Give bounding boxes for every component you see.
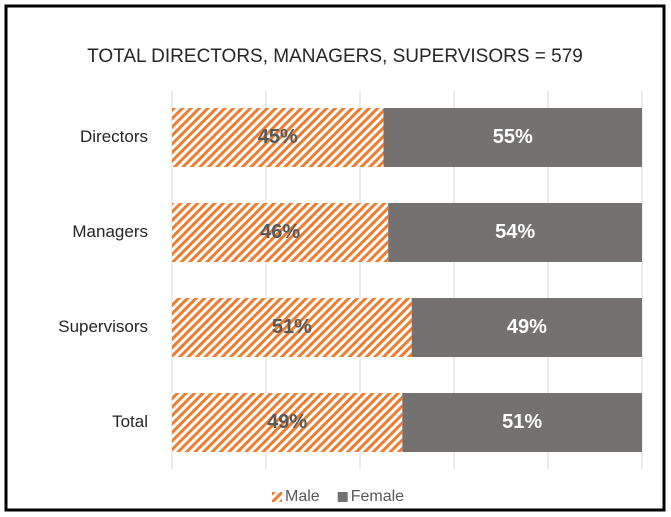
bar-segment (172, 108, 384, 167)
data-label: 49% (267, 411, 307, 433)
chart-title: TOTAL DIRECTORS, MANAGERS, SUPERVISORS =… (87, 46, 583, 67)
legend-label: Male (285, 488, 320, 505)
data-label: 51% (502, 411, 542, 433)
y-tick-label: Managers (72, 222, 148, 241)
legend-swatch (337, 492, 348, 502)
y-tick-label: Directors (80, 127, 148, 146)
data-label: 49% (507, 316, 547, 338)
bar-segment (172, 298, 412, 357)
bar-segment (402, 393, 642, 452)
data-label: 55% (493, 126, 533, 148)
legend-swatch (272, 492, 282, 502)
bar-segment (172, 203, 389, 262)
y-tick-label: Total (112, 412, 148, 431)
bar-segment (388, 203, 642, 262)
y-tick-label: Supervisors (58, 317, 148, 336)
data-label: 54% (495, 221, 535, 243)
bar-segment (172, 393, 403, 452)
legend-label: Female (351, 488, 404, 505)
data-label: 46% (260, 221, 300, 243)
bar-segment (383, 108, 642, 167)
data-label: 51% (272, 316, 312, 338)
data-label: 45% (258, 126, 298, 148)
bar-segment (411, 298, 642, 357)
